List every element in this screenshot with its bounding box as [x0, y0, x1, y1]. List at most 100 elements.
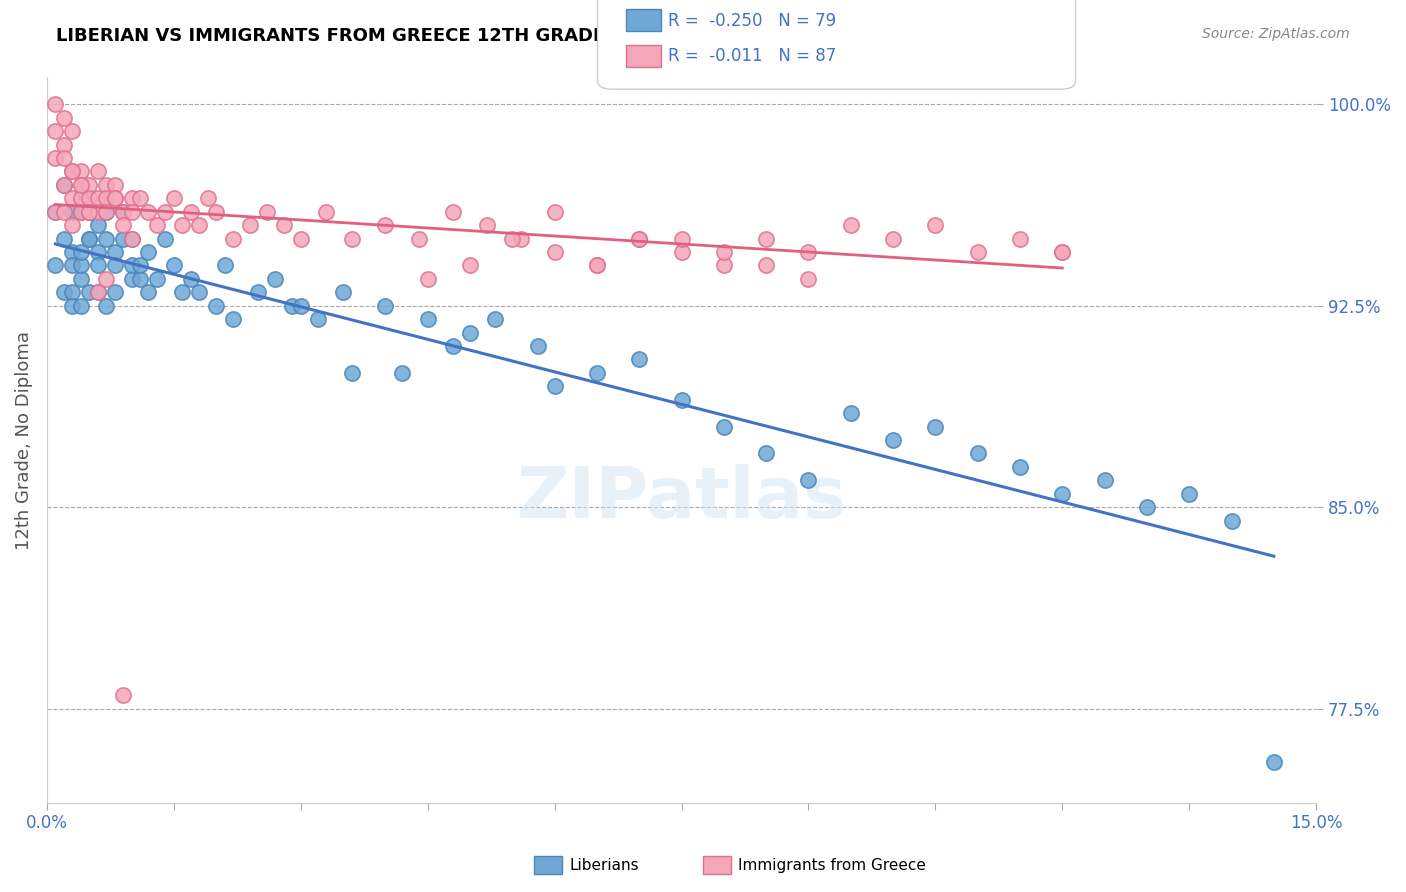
- Point: [839, 218, 862, 232]
- Point: [391, 366, 413, 380]
- Point: [44, 124, 66, 138]
- Point: [332, 285, 354, 300]
- Point: [966, 446, 988, 460]
- Point: [713, 245, 735, 260]
- Text: LIBERIAN VS IMMIGRANTS FROM GREECE 12TH GRADE, NO DIPLOMA CORRELATION CHART: LIBERIAN VS IMMIGRANTS FROM GREECE 12TH …: [56, 27, 969, 45]
- Y-axis label: 12th Grade, No Diploma: 12th Grade, No Diploma: [15, 331, 32, 549]
- Text: R =  -0.250   N = 79: R = -0.250 N = 79: [668, 12, 837, 29]
- Point: [52, 111, 75, 125]
- Point: [441, 339, 464, 353]
- Point: [103, 178, 125, 192]
- Point: [163, 259, 186, 273]
- Point: [94, 191, 117, 205]
- Point: [1263, 756, 1285, 770]
- Point: [1178, 487, 1201, 501]
- Point: [94, 178, 117, 192]
- Point: [671, 245, 693, 260]
- Point: [1136, 500, 1159, 515]
- Point: [264, 272, 287, 286]
- Point: [52, 231, 75, 245]
- Point: [180, 272, 202, 286]
- Point: [52, 151, 75, 165]
- Point: [526, 339, 548, 353]
- Point: [69, 204, 91, 219]
- Point: [138, 285, 160, 300]
- Point: [44, 151, 66, 165]
- Point: [121, 231, 143, 245]
- Point: [121, 259, 143, 273]
- Point: [172, 218, 194, 232]
- Point: [69, 299, 91, 313]
- Point: [797, 272, 820, 286]
- Point: [112, 688, 135, 702]
- Point: [77, 231, 100, 245]
- Point: [755, 231, 778, 245]
- Point: [77, 231, 100, 245]
- Point: [94, 231, 117, 245]
- Text: Immigrants from Greece: Immigrants from Greece: [738, 858, 927, 872]
- Point: [797, 473, 820, 487]
- Point: [94, 204, 117, 219]
- Point: [121, 204, 143, 219]
- Point: [966, 245, 988, 260]
- Point: [1008, 231, 1031, 245]
- Point: [69, 178, 91, 192]
- Point: [543, 379, 565, 393]
- Point: [163, 191, 186, 205]
- Point: [112, 231, 135, 245]
- Point: [307, 312, 329, 326]
- Point: [628, 231, 651, 245]
- Point: [222, 231, 245, 245]
- Point: [94, 299, 117, 313]
- Point: [290, 299, 312, 313]
- Point: [69, 164, 91, 178]
- Point: [273, 218, 295, 232]
- Point: [628, 231, 651, 245]
- Point: [86, 285, 108, 300]
- Point: [77, 285, 100, 300]
- Point: [60, 245, 83, 260]
- Point: [121, 272, 143, 286]
- Point: [77, 204, 100, 219]
- Point: [77, 204, 100, 219]
- Point: [86, 164, 108, 178]
- Point: [112, 218, 135, 232]
- Point: [69, 259, 91, 273]
- Point: [69, 204, 91, 219]
- Point: [60, 164, 83, 178]
- Point: [1220, 514, 1243, 528]
- Point: [103, 259, 125, 273]
- Point: [172, 285, 194, 300]
- Point: [138, 245, 160, 260]
- Point: [340, 366, 363, 380]
- Point: [671, 231, 693, 245]
- Point: [69, 178, 91, 192]
- Point: [197, 191, 219, 205]
- Point: [60, 124, 83, 138]
- Point: [509, 231, 531, 245]
- Point: [671, 392, 693, 407]
- Point: [501, 231, 523, 245]
- Point: [112, 204, 135, 219]
- Point: [146, 272, 169, 286]
- Point: [247, 285, 270, 300]
- Point: [77, 191, 100, 205]
- Text: ZIPatlas: ZIPatlas: [516, 464, 846, 533]
- Point: [188, 218, 211, 232]
- Point: [60, 259, 83, 273]
- Point: [586, 259, 609, 273]
- Point: [86, 285, 108, 300]
- Point: [475, 218, 498, 232]
- Point: [69, 245, 91, 260]
- Point: [256, 204, 278, 219]
- Point: [121, 231, 143, 245]
- Point: [86, 245, 108, 260]
- Point: [543, 245, 565, 260]
- Point: [239, 218, 262, 232]
- Point: [86, 218, 108, 232]
- Point: [138, 204, 160, 219]
- Point: [44, 204, 66, 219]
- Point: [839, 406, 862, 420]
- Point: [458, 326, 481, 340]
- Point: [86, 259, 108, 273]
